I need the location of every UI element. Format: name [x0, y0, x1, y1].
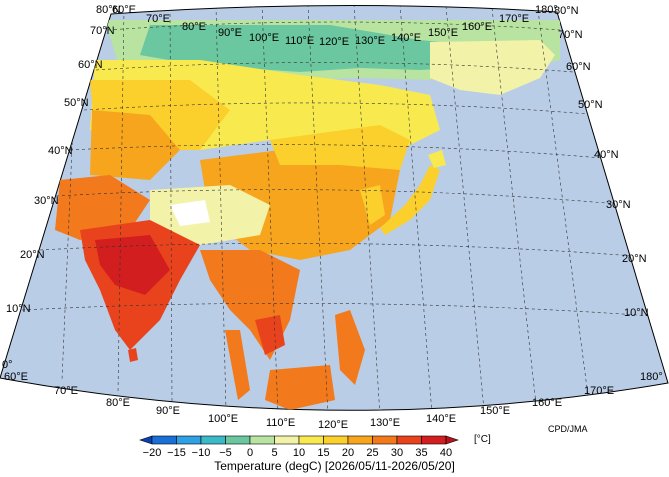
lon-labels-top: 60°E 70°E 80°E 90°E 100°E 110°E 120°E 13…	[112, 4, 558, 48]
lon-label-top: 80°E	[182, 21, 206, 33]
colorbar-swatch	[298, 435, 324, 445]
lat-label-left: 20°N	[20, 249, 45, 261]
colorbar-swatch	[347, 435, 373, 445]
lat-label-left: 70°N	[90, 25, 115, 37]
colorbar-swatch	[372, 435, 398, 445]
colorbar-swatch	[421, 435, 447, 445]
lon-label-top: 130°E	[355, 35, 385, 47]
colorbar-swatch	[200, 435, 226, 445]
lon-label-bottom: 80°E	[106, 397, 130, 409]
lon-label-top: 100°E	[249, 32, 279, 44]
colorbar-swatch	[151, 435, 177, 445]
colorbar-tick-label: −10	[192, 447, 211, 459]
lat-label-left: 60°N	[78, 59, 103, 71]
lat-label-left: 10°N	[6, 303, 31, 315]
colorbar-unit: [°C]	[474, 434, 491, 445]
land-tibet	[150, 185, 270, 245]
lon-label-bottom: 170°E	[584, 385, 614, 397]
lon-label-top: 70°E	[146, 13, 170, 25]
graticule	[21, 5, 653, 411]
colorbar-tick-label: 20	[342, 447, 354, 459]
lon-label-top: 60°E	[112, 4, 136, 16]
lon-label-bottom: 180°	[640, 371, 663, 383]
land-india-hot	[95, 235, 170, 295]
land-borneo	[265, 365, 335, 410]
colorbar-tick-label: −15	[167, 447, 186, 459]
colorbar-tick-label: 0	[247, 447, 253, 459]
colorbar-swatch	[249, 435, 275, 445]
colorbar-tick-label: 15	[317, 447, 329, 459]
lat-label-right: 20°N	[622, 253, 647, 265]
colorbar: −20 −15 −10 −5 0 5 10 15 20 25 30 35 40	[139, 435, 459, 459]
lon-label-top: 90°E	[218, 27, 242, 39]
lat-label-left: 80°N	[96, 4, 121, 16]
map-caption: Temperature (degC) [2026/05/11-2026/05/2…	[214, 459, 455, 473]
colorbar-tick-label: 40	[440, 447, 452, 459]
lat-label-right: 80°N	[554, 5, 579, 17]
colorbar-swatch	[445, 435, 459, 445]
lon-labels-bottom: 60°E 70°E 80°E 90°E 100°E 110°E 120°E 13…	[4, 371, 663, 431]
lon-label-bottom: 150°E	[480, 405, 510, 417]
colorbar-tick-label: 25	[366, 447, 378, 459]
land-sri-lanka	[128, 348, 138, 362]
colorbar-swatch	[396, 435, 422, 445]
lon-label-top: 160°E	[462, 21, 492, 33]
colorbar-tick-label: 5	[271, 447, 277, 459]
land-philippines	[335, 310, 365, 385]
land-korea	[360, 185, 385, 225]
lat-label-right: 30°N	[606, 199, 631, 211]
lat-label-right: 10°N	[624, 307, 649, 319]
lon-label-bottom: 70°E	[54, 385, 78, 397]
colorbar-tick-label: −20	[143, 447, 162, 459]
colorbar-tick-label: 35	[415, 447, 427, 459]
land-west-warm	[90, 110, 180, 180]
lon-label-bottom: 100°E	[208, 413, 238, 425]
lat-label-left: 0°	[2, 359, 13, 371]
land-tibet-cold	[170, 200, 210, 226]
lon-label-top: 180°	[535, 4, 558, 16]
lon-label-bottom: 130°E	[370, 417, 400, 429]
colorbar-swatches	[139, 435, 459, 445]
lat-labels-left: 0° 10°N 20°N 30°N 40°N 50°N 60°N 70°N 80…	[2, 4, 121, 371]
lon-label-bottom: 140°E	[426, 413, 456, 425]
lat-label-right: 40°N	[594, 149, 619, 161]
lon-label-bottom: 160°E	[532, 397, 562, 409]
colorbar-tick-label: 10	[293, 447, 305, 459]
lon-label-bottom: 110°E	[266, 417, 295, 429]
colorbar-swatch	[274, 435, 300, 445]
lon-label-bottom: 90°E	[156, 405, 180, 417]
lon-label-bottom: 60°E	[4, 371, 28, 383]
lat-label-right: 70°N	[558, 29, 583, 41]
colorbar-swatch	[225, 435, 251, 445]
land-northeast	[430, 40, 555, 95]
lat-label-right: 50°N	[578, 99, 603, 111]
lon-label-top: 140°E	[391, 32, 421, 44]
colorbar-swatch	[139, 435, 153, 445]
lat-label-left: 40°N	[48, 145, 73, 157]
lat-label-right: 60°N	[566, 61, 591, 73]
lon-label-top: 110°E	[285, 35, 314, 47]
colorbar-tick-label: 30	[391, 447, 403, 459]
lat-label-left: 30°N	[34, 195, 59, 207]
land-japan	[380, 165, 440, 235]
land-cambodia	[255, 315, 285, 355]
lat-label-left: 50°N	[64, 97, 89, 109]
lon-label-top: 120°E	[319, 36, 349, 48]
credit-label: CPD/JMA	[548, 424, 588, 434]
land-north-china	[270, 125, 410, 170]
land-hokkaido	[428, 150, 446, 168]
lat-labels-right: 10°N 20°N 30°N 40°N 50°N 60°N 70°N 80°N	[554, 5, 649, 319]
land-malay-peninsula	[225, 330, 250, 400]
colorbar-tick-label: −5	[219, 447, 232, 459]
lon-label-top: 170°E	[499, 13, 529, 25]
lon-label-bottom: 120°E	[318, 419, 348, 431]
colorbar-ticks: −20 −15 −10 −5 0 5 10 15 20 25 30 35 40	[143, 447, 452, 459]
lon-label-top: 150°E	[428, 27, 458, 39]
colorbar-swatch	[176, 435, 202, 445]
colorbar-swatch	[323, 435, 349, 445]
